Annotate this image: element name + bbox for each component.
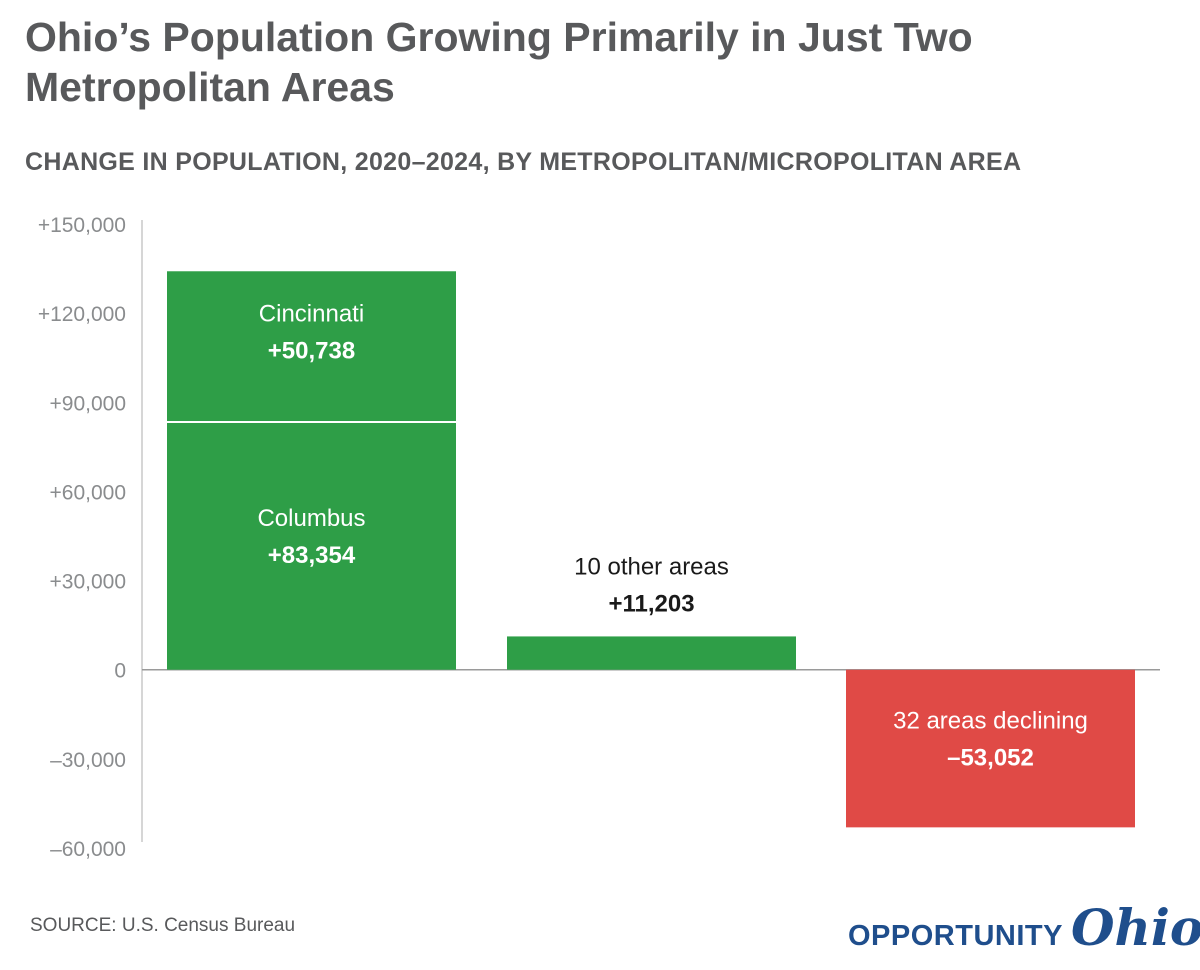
bar-category-label: Cincinnati — [259, 300, 364, 327]
y-tick-label: +60,000 — [50, 481, 127, 504]
chart-title: Ohio’s Population Growing Primarily in J… — [25, 14, 973, 110]
bar-value-label: +11,203 — [608, 590, 694, 617]
bar-category-label: 10 other areas — [574, 553, 729, 580]
chart: +150,000 +120,000 +90,000 +60,000 +30,000 0 –3… — [38, 214, 1160, 861]
y-tick-label: –30,000 — [50, 749, 126, 772]
bar-segment — [167, 271, 456, 423]
bar-category-label: Columbus — [257, 505, 365, 532]
bar-segment — [507, 636, 796, 670]
source-note: SOURCE: U.S. Census Bureau — [30, 915, 296, 936]
chart-subtitle: CHANGE IN POPULATION, 2020–2024, BY METR… — [25, 148, 1022, 176]
bar-value-label: +83,354 — [268, 542, 356, 569]
bar-value-label: +50,738 — [268, 337, 355, 364]
bar-labels: Columbus +83,354 Cincinnati +50,738 10 other… — [257, 300, 1087, 771]
bars — [167, 271, 1135, 828]
bar-segment — [846, 669, 1135, 828]
y-tick-label: +30,000 — [50, 571, 127, 594]
opportunity-ohio-logo: OPPORTUNITY Ohio — [848, 898, 1200, 958]
bar-category-label: 32 areas declining — [893, 708, 1088, 735]
bar-segment — [167, 422, 456, 670]
logo-wordmark: OPPORTUNITY — [848, 920, 1063, 952]
bar-value-label: –53,052 — [947, 745, 1034, 772]
y-tick-label: +150,000 — [38, 214, 126, 237]
y-tick-label: 0 — [114, 660, 126, 683]
y-tick-label: +120,000 — [38, 303, 126, 326]
y-tick-label: –60,000 — [50, 838, 126, 861]
y-tick-label: +90,000 — [50, 392, 127, 415]
logo-script-ohio: Ohio — [1070, 898, 1200, 957]
